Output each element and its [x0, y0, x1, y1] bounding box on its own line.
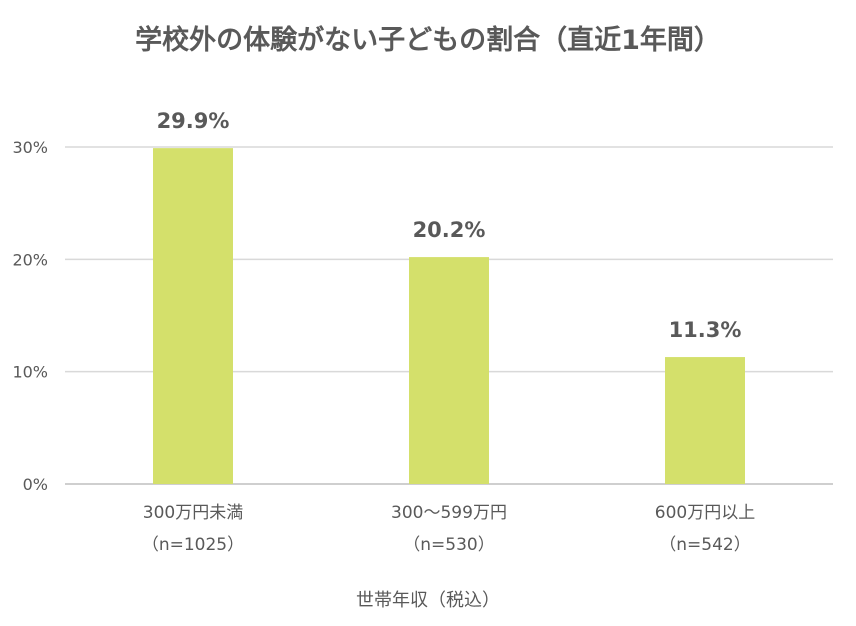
x-tick-sample-size: （n=1025）: [142, 535, 244, 555]
data-label: 20.2%: [413, 218, 486, 242]
y-tick-label: 30%: [12, 138, 48, 157]
y-tick-label: 0%: [23, 475, 48, 494]
bar: [409, 257, 489, 484]
x-axis-title: 世帯年収（税込）: [356, 590, 500, 611]
y-tick-label: 10%: [12, 363, 48, 382]
x-tick-label: 600万円以上: [655, 503, 755, 523]
chart-title: 学校外の体験がない子どもの割合（直近1年間）: [135, 25, 721, 56]
data-label: 11.3%: [669, 318, 742, 342]
y-tick-label: 20%: [12, 250, 48, 269]
bar: [665, 357, 745, 484]
x-tick-sample-size: （n=530）: [403, 535, 494, 555]
x-tick-label: 300～599万円: [391, 503, 507, 523]
x-tick-sample-size: （n=542）: [659, 535, 750, 555]
x-tick-label: 300万円未満: [143, 503, 243, 523]
bar: [153, 148, 233, 484]
data-label: 29.9%: [157, 109, 230, 133]
